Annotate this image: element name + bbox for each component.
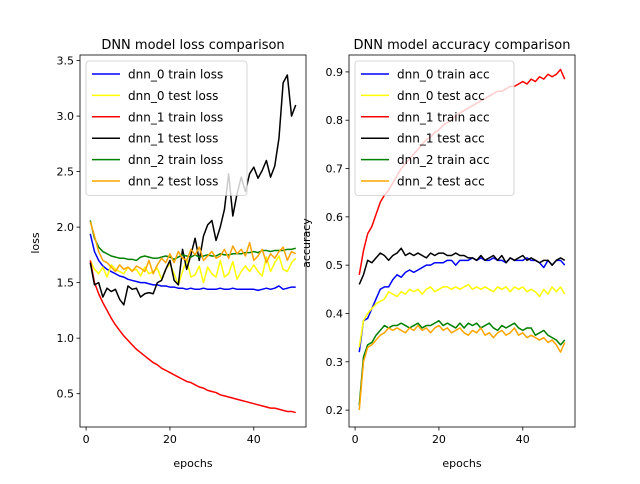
loss-series-line-0 [89, 233, 296, 292]
loss-chart: DNN model loss comparison 0 20 40 0.5 1.0 1.5… [29, 38, 307, 470]
accuracy-y-axis-label: accuracy [300, 218, 313, 268]
accuracy-chart-title: DNN model accuracy comparison [354, 38, 571, 53]
accuracy-series-line-5 [358, 324, 566, 411]
accuracy-y-tick-label: 0.2 [326, 404, 344, 417]
loss-x-axis-label: epochs [173, 457, 212, 470]
accuracy-y-tick-label: 0.4 [326, 307, 344, 320]
loss-series-line-3 [89, 74, 297, 306]
loss-y-tick-label: 1.5 [57, 277, 75, 290]
accuracy-legend-label: dnn_0 test acc [397, 89, 485, 103]
accuracy-legend-label: dnn_1 test acc [397, 132, 485, 146]
loss-axes-frame [79, 54, 307, 428]
loss-y-tick-label: 2.0 [57, 221, 75, 234]
accuracy-x-axis-label: epochs [442, 457, 481, 470]
loss-legend [85, 60, 248, 196]
accuracy-x-tick-label: 20 [432, 433, 446, 446]
loss-x-tick-label: 20 [163, 433, 177, 446]
loss-x-tick-label: 40 [247, 433, 261, 446]
loss-x-tick-label: 0 [83, 433, 90, 446]
loss-legend-label: dnn_0 train loss [128, 68, 223, 82]
accuracy-y-tick-label: 0.6 [326, 211, 344, 224]
loss-legend-label: dnn_2 test loss [128, 175, 218, 189]
accuracy-x-tick-label: 40 [516, 433, 530, 446]
accuracy-y-tick-label: 0.5 [326, 259, 344, 272]
loss-series-line-5 [89, 221, 297, 275]
accuracy-y-tick-label: 0.7 [326, 163, 344, 176]
loss-y-tick-label: 1.0 [57, 332, 75, 345]
loss-plot-area: 0 20 40 0.5 1.0 1.5 2.0 2.5 3.0 3.5 dnn_0 train lo… [57, 55, 307, 446]
accuracy-axes-frame [348, 54, 576, 428]
accuracy-plot-area: 0 20 40 0.2 0.3 0.4 0.5 0.6 0.7 0.8 0.9 dnn_0 train… [326, 54, 576, 446]
loss-y-tick-label: 2.5 [57, 166, 75, 179]
loss-legend-label: dnn_0 test loss [128, 89, 218, 103]
accuracy-y-tick-label: 0.8 [326, 114, 344, 127]
accuracy-series-line-1 [358, 283, 566, 348]
accuracy-y-tick-label: 0.3 [326, 356, 344, 369]
accuracy-legend-label: dnn_2 test acc [397, 175, 485, 189]
accuracy-legend-label: dnn_2 train acc [397, 153, 490, 167]
loss-series-line-1 [89, 255, 297, 286]
accuracy-chart: DNN model accuracy comparison 0 20 40 0.2 0.… [300, 38, 576, 470]
loss-legend-label: dnn_2 train loss [128, 153, 223, 167]
loss-legend-label: dnn_1 train loss [128, 110, 223, 124]
accuracy-series-line-4 [358, 319, 566, 406]
loss-y-axis-label: loss [29, 232, 42, 254]
accuracy-legend-label: dnn_0 train acc [397, 68, 490, 82]
accuracy-series-line-3 [358, 247, 566, 285]
accuracy-y-tick-label: 0.9 [326, 66, 344, 79]
accuracy-series-line-0 [358, 257, 566, 353]
accuracy-legend-label: dnn_1 train acc [397, 110, 490, 124]
loss-y-tick-label: 3.0 [57, 110, 75, 123]
loss-y-tick-label: 3.5 [57, 55, 75, 68]
loss-chart-title: DNN model loss comparison [101, 38, 284, 53]
loss-legend-label: dnn_1 test loss [128, 132, 218, 146]
loss-series-line-2 [89, 260, 296, 414]
accuracy-x-tick-label: 0 [352, 433, 359, 446]
loss-y-tick-label: 0.5 [57, 388, 75, 401]
accuracy-legend [354, 60, 515, 196]
